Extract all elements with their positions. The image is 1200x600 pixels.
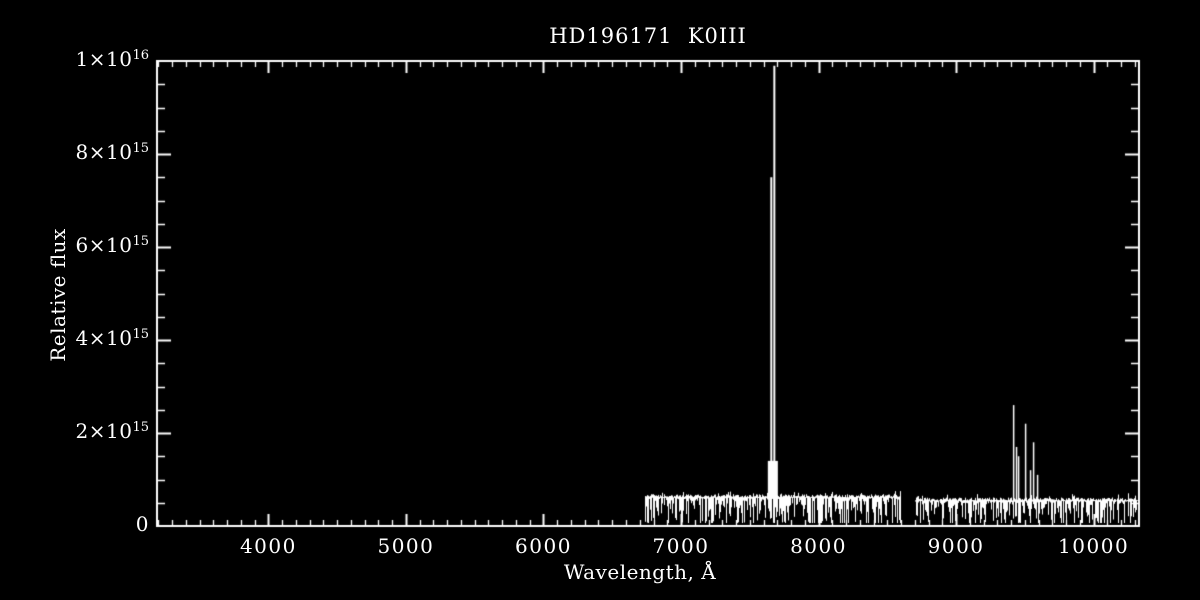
x-tick-label: 6000 <box>515 534 572 558</box>
y-tick-mantissa: 1×10 <box>75 47 133 71</box>
y-tick-mantissa: 8×10 <box>75 140 133 164</box>
y-tick-label: 0 <box>0 512 149 536</box>
plot-title: HD196171 K0III <box>549 24 747 48</box>
y-tick-exponent: 16 <box>132 48 149 63</box>
y-tick-exponent: 15 <box>132 420 149 435</box>
x-tick-label: 8000 <box>790 534 847 558</box>
y-tick-mantissa: 6×10 <box>75 233 133 257</box>
x-tick-label: 7000 <box>652 534 710 558</box>
y-tick-mantissa: 2×10 <box>75 419 133 443</box>
y-tick-exponent: 15 <box>132 141 149 156</box>
y-tick-mantissa: 4×10 <box>75 326 133 350</box>
x-tick-label: 10000 <box>1058 534 1130 558</box>
y-tick-label: 4×1015 <box>0 326 149 350</box>
y-tick-exponent: 15 <box>132 327 149 342</box>
y-tick-label: 1×1016 <box>0 47 149 71</box>
y-tick-mantissa: 0 <box>135 512 149 536</box>
y-tick-exponent: 15 <box>132 234 149 249</box>
y-tick-label: 2×1015 <box>0 419 149 443</box>
x-axis-title: Wavelength, Å <box>563 560 717 584</box>
x-tick-label: 5000 <box>377 534 435 558</box>
x-tick-label: 4000 <box>239 534 297 558</box>
x-tick-label: 9000 <box>927 534 985 558</box>
y-tick-label: 8×1015 <box>0 140 149 164</box>
y-tick-label: 6×1015 <box>0 233 149 257</box>
